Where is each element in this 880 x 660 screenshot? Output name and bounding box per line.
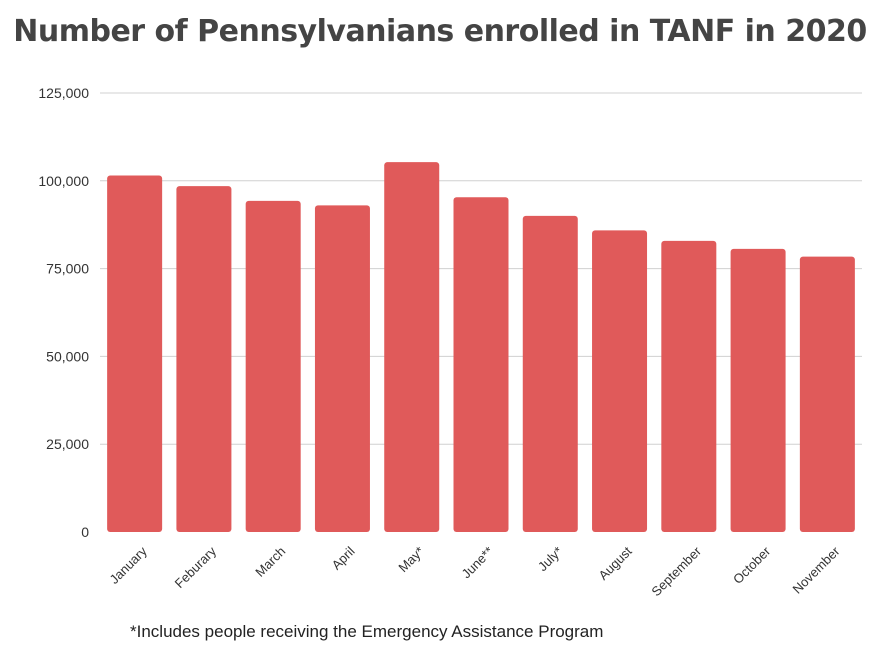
x-tick-label: March [252, 544, 288, 580]
bar-feburary [176, 186, 232, 532]
x-tick-label: September [648, 543, 704, 599]
x-axis-ticks: January Feburary March April May* June** July*… [107, 543, 844, 599]
bar-november [799, 256, 855, 532]
x-tick-label: August [596, 543, 635, 582]
x-tick-label: Feburary [172, 543, 220, 591]
bar-march [245, 200, 301, 532]
x-tick-label: November [790, 543, 843, 596]
bar-may [384, 162, 440, 532]
y-tick-label: 100,000 [38, 173, 89, 189]
footnote: *Includes people receiving the Emergency… [130, 622, 604, 641]
y-tick-label: 0 [81, 524, 89, 540]
bar-june [453, 197, 509, 532]
bars [107, 162, 855, 533]
y-tick-label: 50,000 [46, 348, 89, 364]
y-tick-label: 125,000 [38, 85, 89, 101]
x-tick-label: June** [458, 544, 496, 582]
bar-august [592, 230, 648, 532]
x-tick-label: May* [395, 544, 427, 576]
bar-october [730, 248, 786, 532]
y-tick-label: 25,000 [46, 436, 89, 452]
y-axis-ticks: 0 25,000 50,000 75,000 100,000 125,000 [38, 85, 89, 540]
chart-title: Number of Pennsylvanians enrolled in TAN… [13, 14, 867, 49]
y-tick-label: 75,000 [46, 261, 89, 277]
x-tick-label: January [107, 543, 151, 587]
x-tick-label: April [329, 544, 358, 573]
bar-september [661, 240, 717, 532]
x-tick-label: October [730, 543, 774, 587]
x-tick-label: July* [535, 544, 566, 575]
bar-april [314, 205, 370, 532]
bar-july [522, 215, 578, 533]
bar-january [107, 175, 163, 533]
